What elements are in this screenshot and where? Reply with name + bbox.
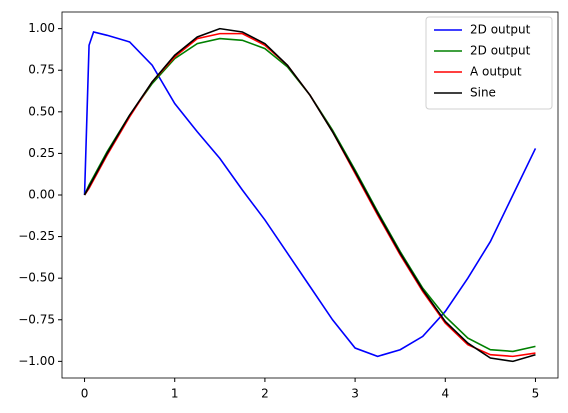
y-tick-label: 1.00 xyxy=(28,21,55,35)
plot-frame xyxy=(61,11,559,379)
x-tick-label: 5 xyxy=(532,387,540,401)
x-tick-label: 2 xyxy=(261,387,269,401)
legend-label: 2D output xyxy=(470,23,531,37)
legend-label: Sine xyxy=(470,86,496,100)
series-line xyxy=(83,27,536,363)
legend-label: 2D output xyxy=(470,44,531,58)
y-tick-label: 0.25 xyxy=(28,146,55,160)
y-tick-label: −1.00 xyxy=(18,354,55,368)
legend-label: A output xyxy=(470,65,522,79)
x-tick-label: 1 xyxy=(171,387,179,401)
y-tick-label: 0.75 xyxy=(28,63,55,77)
y-tick-label: −0.75 xyxy=(18,312,55,326)
x-tick-label: 0 xyxy=(81,387,89,401)
y-tick-label: −0.25 xyxy=(18,229,55,243)
series-line xyxy=(83,31,537,358)
y-tick-label: −0.50 xyxy=(18,271,55,285)
y-tick-label: 0.50 xyxy=(28,104,55,118)
legend-box xyxy=(425,16,553,110)
x-tick-label: 4 xyxy=(441,387,449,401)
y-tick-label: 0.00 xyxy=(28,188,55,202)
x-tick-label: 3 xyxy=(351,387,359,401)
